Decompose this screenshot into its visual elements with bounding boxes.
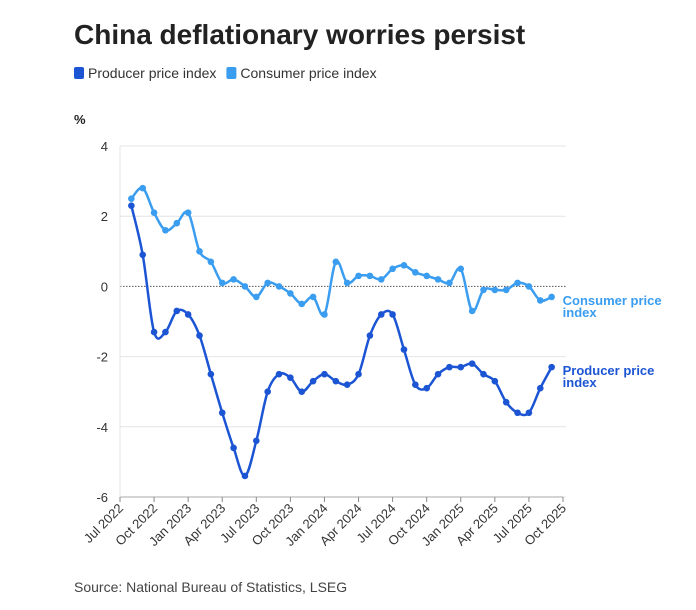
data-point [230,276,237,283]
y-tick-label: 2 [101,209,108,224]
data-point [241,283,249,290]
data-point [457,363,465,371]
legend-swatch [226,67,237,79]
data-point [423,272,430,280]
data-point [536,297,544,304]
data-point [468,307,476,315]
data-point [196,248,203,255]
data-point [162,226,169,234]
data-point [548,293,555,301]
data-point [150,209,158,216]
data-point [321,370,328,378]
data-point [196,332,203,339]
data-point [332,377,340,385]
data-point [287,374,294,381]
data-point [412,381,419,388]
data-point [275,283,283,290]
y-axis-label: % [74,112,86,127]
data-point [480,370,487,378]
chart-title: China deflationary worries persist [74,19,525,50]
data-point [446,279,453,287]
data-point [366,272,374,280]
data-point [173,219,181,227]
data-point [491,286,499,294]
series-end-label: Producer price index [562,363,655,391]
data-point [128,202,135,209]
data-point [139,184,147,192]
source: Source: National Bureau of Statistics, L… [74,579,347,595]
data-point [184,311,192,318]
data-point [355,370,362,378]
y-tick-label: -2 [96,350,108,365]
data-point [480,286,487,294]
data-point [309,377,317,385]
data-point [355,272,362,280]
data-point [298,300,306,308]
data-point [264,388,271,396]
data-point [548,363,555,371]
data-point [514,409,521,417]
data-point [389,265,396,273]
series-end-label: Consumer price index [562,292,662,320]
data-point [377,276,385,283]
y-tick-label: -6 [96,490,108,505]
data-point [309,293,317,301]
data-point [321,311,328,318]
data-point [241,472,249,480]
data-point [184,209,192,216]
data-point [400,262,408,269]
data-point [525,283,533,290]
data-point [275,370,283,378]
data-point [502,286,510,294]
data-point [446,363,453,371]
data-point [253,293,260,301]
legend-swatch [74,67,84,79]
data-point [162,328,169,336]
data-point [150,328,158,336]
data-point [173,307,181,315]
data-point [139,251,147,259]
data-point [298,388,306,396]
data-point [332,258,340,266]
legend-label: Producer price index [88,65,216,81]
data-point [343,381,351,388]
data-point [412,269,419,276]
data-point [207,370,215,378]
data-point [502,398,510,406]
y-tick-label: 0 [101,279,108,294]
data-point [468,360,476,367]
data-point [128,195,135,202]
data-point [457,265,465,273]
data-point [434,370,442,378]
data-point [377,311,385,318]
series-line [130,205,553,478]
y-tick-label: 4 [101,139,108,154]
legend-label: Consumer price index [240,65,376,81]
data-point [230,444,237,452]
data-point [218,279,226,287]
data-point [343,279,351,287]
data-point [287,290,294,297]
series-line [130,186,553,317]
data-point [207,258,215,266]
data-point [253,437,260,445]
data-point [491,377,499,385]
data-point [389,311,396,318]
data-point [434,276,442,283]
data-point [423,384,430,392]
data-point [218,409,226,417]
data-point [264,279,271,287]
data-point [514,279,521,287]
data-point [525,409,533,417]
data-point [366,332,374,339]
y-tick-label: -4 [96,420,108,435]
data-point [536,384,544,392]
data-point [400,346,408,353]
